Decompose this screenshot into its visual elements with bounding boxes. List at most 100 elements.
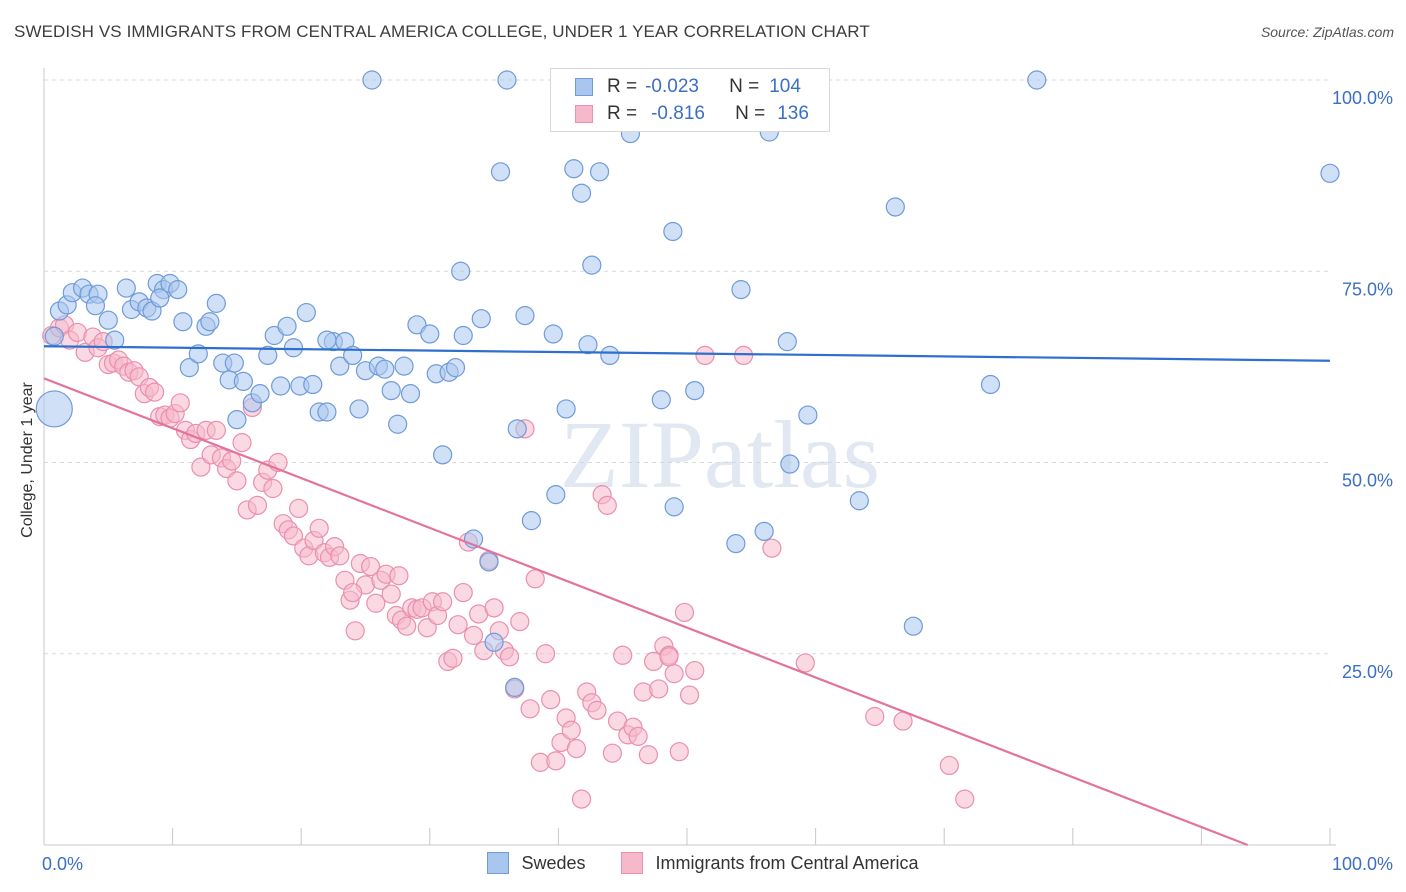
swedes-point [116, 278, 136, 298]
swedes-point [317, 330, 337, 350]
swedes-point [388, 414, 408, 434]
legend-n-label: N = [735, 103, 766, 124]
swedes-point [651, 390, 671, 410]
immigrants-point [664, 664, 684, 684]
immigrants-point [227, 471, 247, 491]
swedes-point [35, 390, 73, 428]
immigrants-trend-line [43, 377, 1249, 847]
legend-r-value: -0.023 [645, 76, 699, 97]
correlation-legend: R = -0.023 N = 104 R = -0.816 N = 136 [550, 68, 830, 132]
immigrants-point [546, 751, 566, 771]
immigrants-point [571, 789, 592, 809]
immigrants-point [679, 685, 700, 705]
legend-row-immigrants: R = -0.816 N = 136 [551, 101, 809, 127]
swedes-point [507, 419, 527, 439]
immigrants-point [628, 726, 648, 746]
swedes-point [85, 296, 106, 316]
swedes-point [250, 384, 270, 404]
immigrants-point [463, 625, 484, 645]
swedes-point [471, 309, 491, 329]
immigrants-point [453, 582, 473, 603]
immigrants-point [389, 566, 409, 586]
immigrants-point [443, 648, 463, 668]
immigrants-point [499, 647, 520, 667]
immigrants-point [484, 598, 504, 618]
immigrants-point [649, 679, 669, 699]
swedes-point [664, 497, 684, 517]
swedes-point [798, 405, 818, 425]
swedes-point [394, 356, 414, 376]
swedes-point [362, 70, 382, 90]
immigrants-point [525, 569, 545, 589]
tick-labels: 25.0% 50.0% 75.0% 100.0% 0.0% 100.0% [42, 88, 1393, 874]
swedes-point [578, 335, 598, 355]
swedes-point [44, 326, 64, 346]
swedes-point [445, 358, 466, 378]
immigrants-point [669, 742, 689, 762]
series-swedes-points [35, 70, 1340, 698]
swedes-point [685, 380, 705, 401]
legend-r-value: -0.816 [651, 103, 705, 124]
swedes-point [150, 288, 170, 308]
legend-swatch-immigrants [575, 105, 593, 123]
immigrants-point [520, 699, 540, 719]
y-axis-label: College, Under 1 year [19, 382, 36, 538]
swedes-point [600, 345, 620, 365]
immigrants-point [587, 700, 607, 720]
swedes-point [200, 312, 220, 332]
swedes-point [515, 306, 535, 326]
swedes-point [903, 616, 923, 636]
immigrants-point [695, 345, 715, 365]
legend-r-label: R = [607, 76, 638, 97]
legend-row-swedes: R = -0.023 N = 104 [551, 74, 801, 100]
swedes-point [484, 632, 504, 652]
swedes-point [451, 261, 471, 281]
swedes-point [726, 533, 746, 554]
watermark: ZIPatlas [560, 401, 880, 508]
swedes-point [663, 221, 683, 242]
swedes-point [179, 358, 199, 378]
swedes-point [980, 374, 1001, 395]
legend-label-immigrants: Immigrants from Central America [655, 852, 919, 873]
immigrants-point [289, 498, 309, 518]
series-immigrants-points [42, 315, 975, 809]
legend-n-label: N = [729, 76, 760, 97]
swedes-point [233, 371, 253, 392]
legend-swatch-swedes [487, 852, 510, 874]
swedes-point [849, 491, 869, 511]
immigrants-point [602, 743, 623, 763]
immigrants-point [659, 647, 679, 667]
x-tick-label: 100.0% [1332, 854, 1393, 874]
legend-swatch-swedes [575, 78, 593, 96]
immigrants-point [535, 644, 556, 664]
swedes-point [780, 454, 800, 474]
source-label: Source: ZipAtlas.com [1260, 24, 1394, 40]
immigrants-point [283, 526, 304, 546]
swedes-point [582, 255, 602, 275]
immigrants-point [566, 739, 587, 759]
swedes-point [105, 330, 125, 350]
swedes-point [343, 345, 363, 365]
immigrants-point [361, 556, 381, 577]
swedes-point [754, 521, 774, 541]
swedes-point [571, 183, 592, 203]
immigrants-point [309, 518, 329, 538]
swedes-point [271, 376, 291, 396]
swedes-point [349, 399, 369, 419]
swedes-point [375, 359, 395, 379]
swedes-point [1320, 163, 1340, 183]
swedes-point [543, 324, 563, 344]
swedes-point [277, 316, 297, 336]
immigrants-point [613, 645, 633, 665]
swedes-point [885, 197, 905, 217]
swedes-point [258, 345, 278, 365]
immigrants-point [939, 755, 959, 776]
swedes-point [1027, 70, 1047, 90]
immigrants-point [541, 690, 561, 710]
immigrants-point [397, 616, 417, 636]
immigrants-point [865, 706, 885, 727]
chart-title: SWEDISH VS IMMIGRANTS FROM CENTRAL AMERI… [14, 22, 870, 41]
immigrants-point [232, 433, 252, 453]
immigrants-point [510, 612, 530, 632]
y-tick-label: 100.0% [1332, 88, 1393, 108]
